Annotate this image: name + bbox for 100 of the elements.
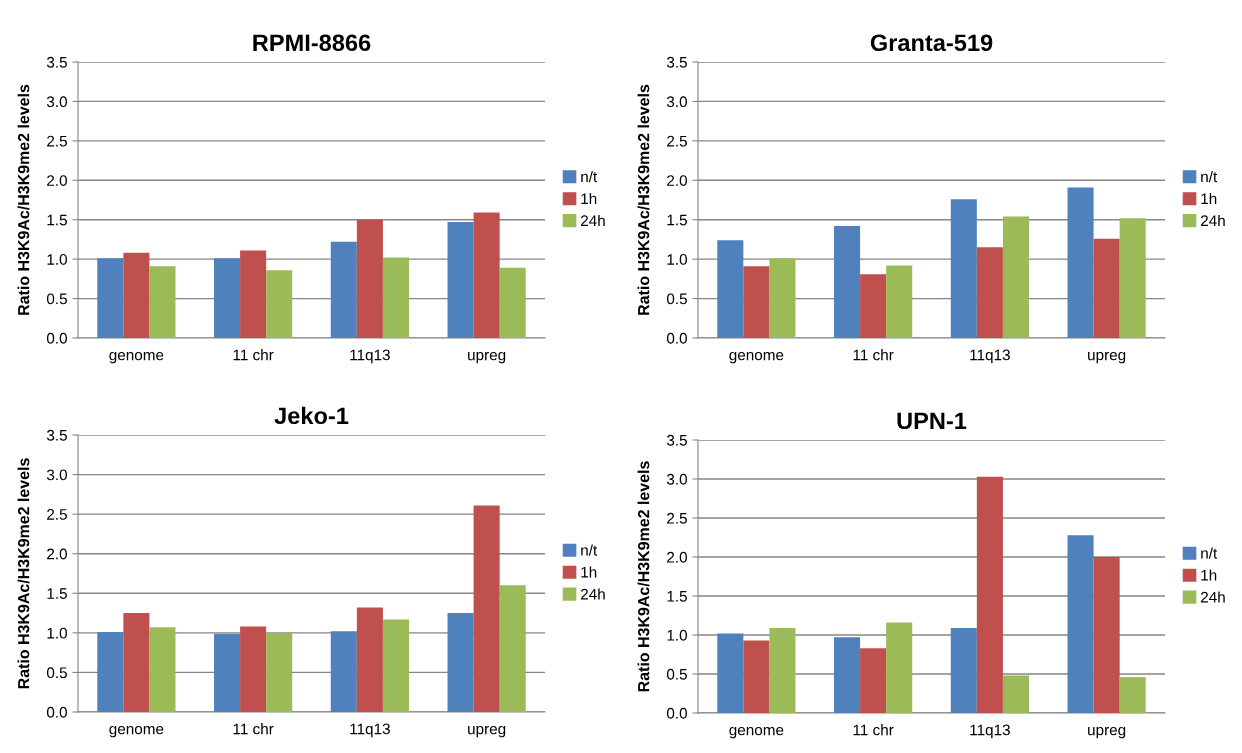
bar	[976, 476, 1003, 713]
bar	[266, 270, 293, 338]
y-tick-label: 3.0	[46, 469, 67, 481]
chart-title: Jeko-1	[274, 406, 349, 425]
bar	[330, 631, 357, 712]
y-tick-label: 2.5	[47, 135, 67, 147]
y-tick-label: 1.5	[47, 214, 67, 226]
y-tick-label: 3.0	[46, 96, 67, 108]
bar	[860, 274, 887, 338]
bar	[1002, 675, 1029, 713]
y-tick-label: 1.5	[667, 591, 687, 602]
bar	[1067, 187, 1094, 338]
x-tick-label: upreg	[468, 725, 506, 738]
bar	[886, 265, 913, 338]
bar	[240, 250, 267, 338]
y-tick-label: 2.5	[667, 512, 687, 524]
legend-label: n/t	[1201, 547, 1218, 559]
y-tick-label: 2.5	[667, 135, 687, 147]
x-tick-label: upreg	[468, 351, 506, 364]
y-axis-title: Ratio H3K9Ac/H3K9me2 levels	[17, 84, 30, 315]
y-tick-label: 2.0	[667, 175, 687, 186]
y-tick-label: 1.0	[667, 254, 687, 265]
bar	[499, 267, 526, 338]
bar	[717, 633, 744, 713]
x-tick-label: 11 chr	[233, 723, 274, 735]
x-tick-label: genome	[729, 351, 784, 364]
y-tick-label: 2.5	[47, 509, 67, 520]
bar	[860, 648, 887, 713]
y-tick-label: 1.0	[667, 629, 687, 641]
y-tick-label: 2.0	[667, 551, 687, 563]
x-tick-label: genome	[109, 351, 164, 364]
bar	[769, 258, 796, 338]
x-tick-label: 11 chr	[853, 349, 894, 361]
bar	[447, 222, 474, 338]
y-tick-label: 3.5	[666, 56, 687, 68]
y-tick-label: 0.5	[46, 667, 67, 679]
bar	[473, 212, 500, 338]
y-tick-label: 2.0	[47, 548, 67, 560]
x-tick-label: 11q13	[350, 349, 390, 364]
bar	[743, 640, 770, 713]
y-tick-label: 3.0	[666, 473, 687, 485]
bar	[1119, 677, 1146, 713]
bar	[356, 219, 383, 338]
bar	[149, 627, 176, 712]
y-tick-label: 0.5	[666, 293, 687, 305]
y-tick-label: 0.0	[46, 332, 67, 344]
legend-label: 1h	[581, 192, 597, 204]
bar	[834, 226, 861, 338]
y-tick-label: 1.5	[47, 588, 67, 599]
x-tick-label: upreg	[1088, 726, 1126, 739]
legend-label: 24h	[580, 214, 605, 226]
bar	[382, 619, 409, 712]
bar	[356, 607, 383, 712]
y-tick-label: 0.0	[666, 707, 687, 719]
bar	[769, 627, 796, 713]
legend-label: 1h	[1201, 192, 1217, 204]
y-axis-title: Ratio H3K9Ac/H3K9me2 levels	[17, 458, 30, 689]
bar	[886, 622, 913, 713]
x-tick-label: upreg	[1088, 351, 1126, 364]
legend-label: 1h	[581, 566, 597, 578]
bar	[97, 632, 124, 712]
bar	[976, 247, 1003, 338]
bar	[123, 252, 150, 338]
x-tick-label: 11 chr	[853, 724, 894, 736]
bar	[123, 613, 150, 712]
bar	[743, 266, 770, 338]
bar	[97, 258, 124, 338]
bar	[1067, 535, 1094, 713]
bar	[1093, 238, 1120, 338]
legend-label: 24h	[1200, 591, 1225, 603]
legend-label: 24h	[1200, 214, 1225, 226]
bar	[473, 505, 500, 712]
y-axis-title: Ratio H3K9Ac/H3K9me2 levels	[637, 461, 650, 692]
chart-title: Granta-519	[870, 34, 993, 52]
bar	[330, 241, 357, 338]
bar	[1093, 557, 1120, 713]
y-tick-label: 0.0	[46, 706, 67, 718]
bar	[214, 258, 241, 338]
bar	[950, 199, 977, 338]
y-tick-label: 1.0	[47, 254, 67, 265]
x-tick-label: 11q13	[970, 349, 1010, 364]
bar	[240, 626, 267, 712]
bar	[834, 637, 861, 713]
legend-label: 1h	[1201, 569, 1217, 581]
bar	[149, 266, 176, 338]
x-tick-label: 11 chr	[233, 349, 274, 361]
x-tick-label: 11q13	[970, 724, 1010, 739]
chart-title: UPN-1	[897, 412, 967, 430]
bar	[266, 632, 293, 712]
y-tick-label: 3.5	[46, 56, 67, 68]
y-tick-label: 3.0	[666, 96, 687, 108]
bar	[382, 257, 409, 338]
bar	[1002, 216, 1029, 338]
x-tick-label: genome	[729, 726, 784, 739]
y-tick-label: 1.5	[667, 214, 687, 226]
legend-label: 24h	[580, 588, 605, 600]
y-tick-label: 2.0	[47, 175, 67, 186]
y-tick-label: 0.0	[666, 332, 687, 344]
y-tick-label: 0.5	[666, 668, 687, 680]
bar	[447, 613, 474, 712]
